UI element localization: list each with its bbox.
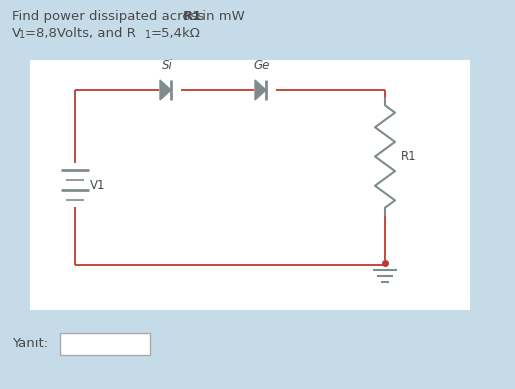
Text: Yanıt:: Yanıt:: [12, 337, 48, 350]
Text: V: V: [12, 27, 21, 40]
Text: =5,4kΩ: =5,4kΩ: [151, 27, 201, 40]
Text: Ge: Ge: [254, 59, 270, 72]
Text: R1: R1: [183, 10, 202, 23]
Text: 1: 1: [19, 30, 25, 40]
Text: in mW: in mW: [198, 10, 245, 23]
Text: Si: Si: [162, 59, 173, 72]
Bar: [30, 60, 470, 310]
Text: =8,8Volts, and R: =8,8Volts, and R: [25, 27, 136, 40]
Text: R1: R1: [401, 150, 417, 163]
Text: V1: V1: [90, 179, 106, 191]
Polygon shape: [255, 80, 266, 100]
Text: 1: 1: [145, 30, 151, 40]
Polygon shape: [160, 80, 171, 100]
Bar: [60, 333, 150, 355]
Text: Find power dissipated across: Find power dissipated across: [12, 10, 209, 23]
